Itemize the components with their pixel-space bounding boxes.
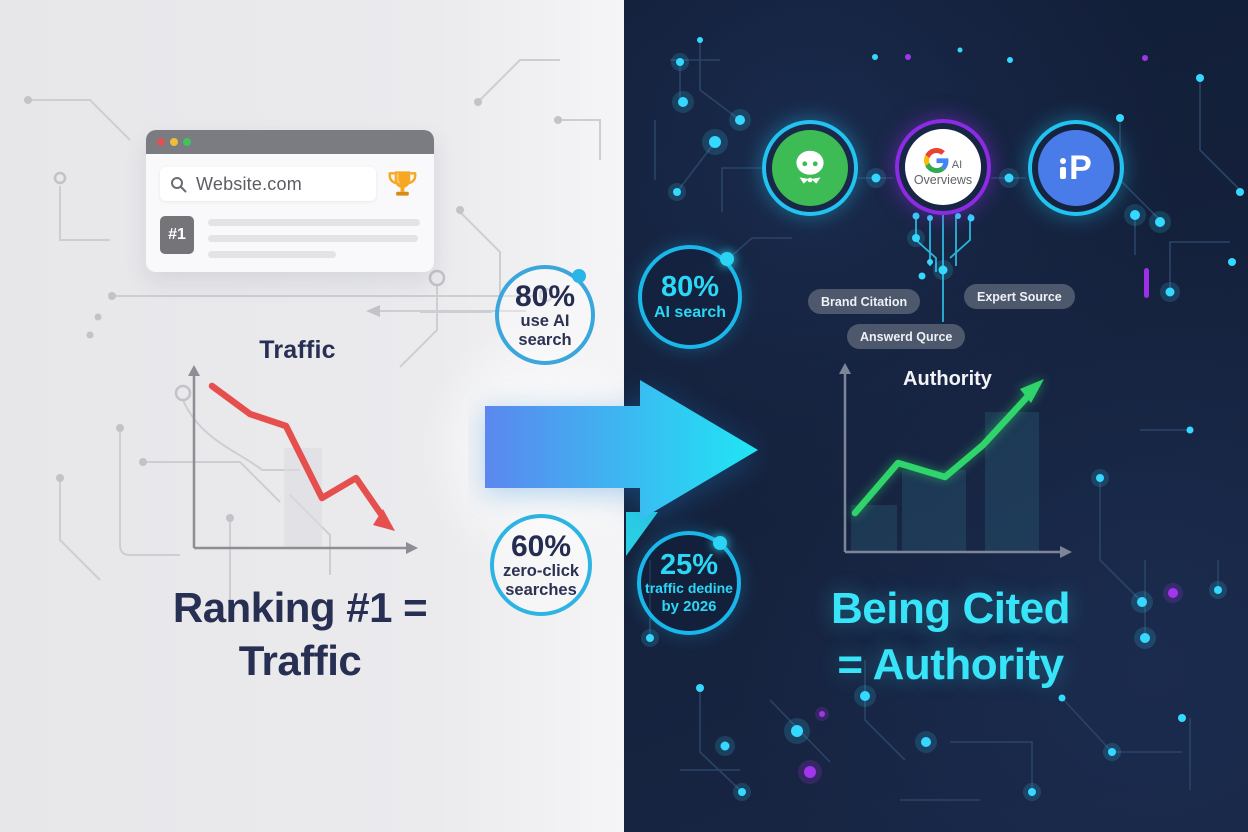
google-g-icon — [923, 147, 949, 173]
stat-80-use-ai-search: 80% use AI search — [495, 265, 595, 365]
stat-label-line2: searches — [505, 580, 577, 599]
platform-chatbot-circle — [762, 120, 858, 216]
pill-answered-source: Answerd Qurce — [847, 324, 966, 349]
pill-label: Brand Citation — [821, 294, 908, 309]
pill-brand-citation: Brand Citation — [808, 289, 921, 314]
circuit-pattern-light — [24, 59, 601, 600]
stat-label-line2: by 2026 — [661, 597, 717, 615]
stat-label-line1: traffic dedine — [645, 580, 733, 597]
google-ai-label: AI — [951, 158, 963, 171]
circuit-pattern-dark — [626, 37, 1244, 801]
headline-being-cited-authority: Being Cited = Authority — [768, 581, 1133, 694]
platform-google-ai-overviews-circle: AI Overviews — [895, 119, 991, 215]
circle-accent-dot — [572, 269, 586, 283]
stat-label-line1: zero-click — [502, 562, 580, 581]
platform-perplexity-circle: P — [1028, 120, 1124, 216]
traffic-light-green-icon — [183, 138, 191, 146]
rank-one-badge: #1 — [160, 216, 194, 254]
traffic-chart-title: Traffic — [259, 336, 336, 364]
browser-titlebar — [146, 130, 434, 154]
transition-arrow-icon — [485, 380, 758, 520]
pill-expert-source: Expert Source — [964, 284, 1075, 309]
perplexity-icon: P — [1060, 151, 1092, 185]
headline-ranking-traffic: Ranking #1 = Traffic — [105, 582, 495, 687]
trophy-icon — [388, 171, 417, 196]
stat-label: AI search — [653, 303, 727, 321]
headline-line2: Traffic — [238, 636, 362, 684]
pill-label: Answerd Qurce — [860, 329, 953, 344]
traffic-declining-chart — [188, 365, 418, 554]
glow-dots-purple — [798, 54, 1183, 784]
stat-80-ai-search: 80% AI search — [638, 245, 742, 349]
glow-dots-cyan — [641, 37, 1244, 801]
chat-bot-icon — [796, 150, 824, 184]
arrow-fold-triangle — [626, 512, 658, 556]
browser-window: Website.com #1 — [146, 130, 434, 272]
stat-label-line1: use AI — [520, 312, 570, 331]
stat-label-line2: search — [518, 330, 572, 349]
search-icon — [171, 176, 187, 192]
stat-value: 25% — [659, 548, 719, 581]
traffic-light-red-icon — [157, 138, 165, 146]
headline-line1: Ranking #1 = — [172, 584, 428, 631]
url-search-bar[interactable]: Website.com — [160, 167, 377, 201]
stat-value: 60% — [510, 529, 572, 563]
stat-value: 80% — [660, 271, 720, 304]
stat-60-zero-click: 60% zero-click searches — [490, 514, 592, 616]
headline-line1: Being Cited — [831, 584, 1070, 633]
stat-value: 80% — [514, 279, 576, 313]
url-text: Website.com — [196, 173, 302, 194]
authority-chart-title: Authority — [903, 368, 992, 390]
traffic-light-yellow-icon — [170, 138, 178, 146]
stat-25-traffic-decline: 25% traffic dedine by 2026 — [637, 531, 741, 635]
pill-label: Expert Source — [977, 289, 1062, 304]
google-overviews-label: Overviews — [913, 172, 973, 187]
circle-accent-dot — [720, 252, 734, 266]
circle-accent-dot — [713, 536, 727, 550]
perplexity-letter: P — [1069, 149, 1092, 187]
authority-rising-chart — [839, 363, 1072, 558]
result-skeleton-lines — [208, 216, 420, 258]
headline-line2: = Authority — [837, 640, 1064, 690]
